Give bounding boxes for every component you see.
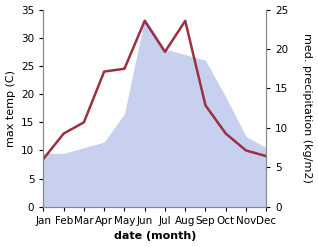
- Y-axis label: med. precipitation (kg/m2): med. precipitation (kg/m2): [302, 33, 313, 183]
- Y-axis label: max temp (C): max temp (C): [5, 70, 16, 147]
- X-axis label: date (month): date (month): [114, 231, 196, 242]
